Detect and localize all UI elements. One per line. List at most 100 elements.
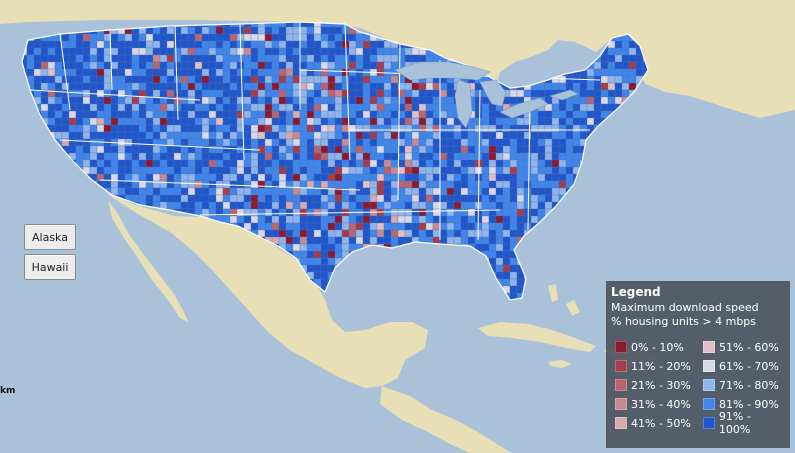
county-cell (320, 264, 329, 273)
county-cell (89, 117, 98, 126)
county-cell (425, 229, 434, 238)
county-cell (488, 236, 497, 245)
county-cell (460, 236, 469, 245)
county-cell (222, 173, 231, 182)
county-cell (537, 201, 546, 210)
county-cell (152, 47, 161, 56)
county-cell (551, 166, 560, 175)
county-cell (341, 194, 350, 203)
county-cell (432, 110, 441, 119)
county-cell (271, 40, 280, 49)
county-cell (411, 117, 420, 126)
county-cell (600, 89, 609, 98)
county-cell (138, 194, 147, 203)
county-cell (75, 131, 84, 140)
county-cell (376, 180, 385, 189)
county-cell (453, 138, 462, 147)
county-cell (439, 124, 448, 133)
county-cell (313, 187, 322, 196)
county-cell (187, 159, 196, 168)
county-cell (502, 187, 511, 196)
county-cell (320, 82, 329, 91)
county-cell (348, 180, 357, 189)
county-cell (194, 26, 203, 35)
county-cell (411, 208, 420, 217)
county-cell (250, 40, 259, 49)
county-cell (299, 138, 308, 147)
county-cell (117, 96, 126, 105)
county-cell (495, 257, 504, 266)
county-cell (124, 187, 133, 196)
county-cell (96, 47, 105, 56)
county-cell (544, 194, 553, 203)
county-cell (138, 82, 147, 91)
county-cell (425, 201, 434, 210)
county-cell (103, 54, 112, 63)
county-cell (173, 75, 182, 84)
county-cell (103, 117, 112, 126)
county-cell (516, 124, 525, 133)
county-cell (299, 110, 308, 119)
county-cell (250, 124, 259, 133)
county-cell (467, 145, 476, 154)
county-cell (355, 40, 364, 49)
county-cell (215, 33, 224, 42)
county-cell (229, 159, 238, 168)
county-cell (292, 89, 301, 98)
county-cell (418, 103, 427, 112)
state-border (29, 89, 201, 101)
county-cell (313, 159, 322, 168)
county-cell (544, 152, 553, 161)
county-cell (376, 222, 385, 231)
county-cell (201, 61, 210, 70)
county-cell (355, 215, 364, 224)
county-cell (446, 117, 455, 126)
county-cell (236, 201, 245, 210)
county-cell (502, 117, 511, 126)
county-cell (614, 89, 623, 98)
county-cell (628, 54, 637, 63)
county-cell (509, 215, 518, 224)
legend-label: 61% - 70% (719, 359, 779, 373)
hawaii-button[interactable]: Hawaii (24, 254, 76, 280)
county-cell (264, 26, 273, 35)
county-cell (362, 47, 371, 56)
county-cell (61, 124, 70, 133)
county-cell (117, 103, 126, 112)
county-cell (327, 145, 336, 154)
county-cell (264, 124, 273, 133)
county-cell (89, 75, 98, 84)
county-cell (341, 138, 350, 147)
county-cell (523, 194, 532, 203)
county-cell (544, 124, 553, 133)
county-cell (502, 208, 511, 217)
county-cell (299, 222, 308, 231)
county-cell (537, 117, 546, 126)
county-cell (341, 236, 350, 245)
county-cell (334, 47, 343, 56)
county-cell (320, 103, 329, 112)
county-cell (313, 229, 322, 238)
county-cell (299, 152, 308, 161)
county-cell (187, 61, 196, 70)
county-cell (313, 215, 322, 224)
county-cell (208, 61, 217, 70)
county-cell (355, 103, 364, 112)
alaska-button[interactable]: Alaska (24, 224, 76, 250)
state-border (99, 179, 361, 191)
county-cell (397, 173, 406, 182)
county-cell (131, 40, 140, 49)
county-cell (243, 152, 252, 161)
county-cell (320, 222, 329, 231)
county-cell (481, 145, 490, 154)
county-cell (320, 166, 329, 175)
county-cell (33, 61, 42, 70)
county-cell (89, 152, 98, 161)
county-cell (166, 166, 175, 175)
county-cell (530, 145, 539, 154)
county-cell (404, 110, 413, 119)
county-cell (103, 124, 112, 133)
county-cell (138, 61, 147, 70)
